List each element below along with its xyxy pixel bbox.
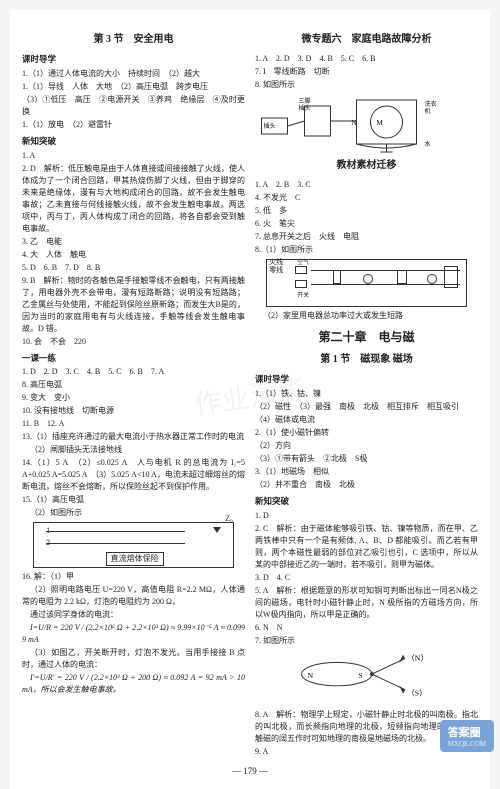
text-line: 1. A 2. D 3. D 4. B 5. C 6. B [255,53,478,65]
diagram-label: 空气 [297,259,309,268]
text-line: 1. D 2. D 3. C 4. B 5. C 6. B 7. A [22,366,245,378]
text-line: 7. I 零线断路 切断 [255,66,478,78]
left-column: 第 3 节 安全用电 课时导学 1.（1）通过人体电流的大小 持续时间 （2）越… [22,28,245,759]
text-line: 10. 会 不会 220 [22,336,245,348]
text-line: 9. B 解析：物时的各触色是手接触零线不会触电，只有两接触了，用电器外壳不会带… [22,275,245,335]
section-title: 第 1 节 磁现象 磁场 [255,352,478,367]
diagram-label: N [352,119,357,127]
diagram-label: 火线零线 [269,258,283,275]
text-line: 3. 乙 电能 [22,236,245,248]
text-line: 2. C 解析：由于磁体能够吸引铁、钴、镍等物质，而在甲、乙两铁棒中只有一个是有… [255,523,478,571]
text-line: 8.（1）如图所示 [255,244,478,256]
diagram-label: Z₀ [225,513,233,525]
diagram-label: 开关 [297,292,309,301]
text-line: 11. B 12. A [22,418,245,430]
svg-text:S: S [359,671,363,680]
page-root: 作业清影 第 3 节 安全用电 课时导学 1.（1）通过人体电流的大小 持续时间… [10,10,490,789]
text-line: 7. 如图所示 [255,635,478,647]
formula-line: I=U/R = 220 V / (2.2×10⁶ Ω + 2.2×10³ Ω) … [22,622,245,646]
sub-heading: 课时导学 [22,53,245,66]
formula-line: I'=U/R' = 220 V / (2.2×10³ Ω + 200 Ω) ≈ … [22,672,245,696]
lamp-icon [363,274,373,284]
text-line: 6. N N [255,622,478,634]
text-line: 8. 如图所示 [255,79,478,91]
text-line: （3）如图乙，开关断开时，灯泡不发光。当用手接接 B 点时，通过人体的电流： [22,647,245,671]
diagram-label: 三脚 [299,97,311,105]
sub-heading: 一课一练 [22,352,245,365]
text-line: 16. 解：（1）甲 [22,571,245,583]
text-line: 15.（1）高压电弧 [22,494,245,506]
text-line: 5. A 解析：根据题意的形状可知铜可判断出标出一同名N极之间的磁场，电针时小磁… [255,585,478,621]
text-line: （2）方向 [255,440,478,452]
watermark-sub: MXQE.COM [448,740,486,748]
diagram-label: 洗衣 [425,100,437,108]
text-line: 1.（1）放电 （2）避雷针 [22,119,245,131]
text-line: （2）照明电路电压 U=220 V，高值电阻 R=2.2 MΩ，人体通常的电阻为… [22,584,245,608]
text-line: （2）家里用电器总功率过大或发生短路 [255,310,478,322]
page-number: — 179 — [232,765,268,779]
diagram-label: 水 [425,140,431,148]
text-line: 2.（1）使小磁针偏转 [255,427,478,439]
svg-text:（N）: （N） [407,653,428,662]
text-line: 1. A [22,150,245,162]
section-title: 第 3 节 安全用电 [22,32,245,47]
lamp-icon [427,274,437,284]
text-line: 1. D [255,510,478,522]
watermark-title: 答案圈 [448,727,481,739]
text-line: 1.（1）导线 人体 大地 （2）高压电弧 跨步电压 [22,81,245,93]
text-line: 1.（1）铁、钴、镍 [255,388,478,400]
text-line: （2）并不重合 南极 北极 [255,479,478,491]
text-line: （2）闸脚插头无法接地线 [22,444,245,456]
watermark-corner: 答案圈 MXQE.COM [440,720,494,752]
text-line: 2. D 解析：低压触电是由于人体直接或间接接触了火线，使人体成为了一个闭合回路… [22,163,245,235]
sub-heading: 新知突破 [255,495,478,508]
text-line: 4. 不发光 C [255,192,478,204]
socket-diagram: 插头 三脚 插头 M N 洗衣 机 水 [255,94,478,154]
text-line: 通过该同学身体的电流： [22,609,245,621]
text-line: （3）①带有箭头 ②北极 S极 [255,453,478,465]
text-line: 8. 高压电弧 [22,379,245,391]
text-line: 6. 火 笔尖 [255,218,478,230]
diagram-caption: 直流熔体保险 [106,552,164,566]
diagram-label: M [377,119,384,127]
section-title: 教材素材迁移 [255,158,478,173]
text-line: （3）①低压 高压 ②电源开关 ③养鸡 绝缘层 ④及时更换 [22,94,245,118]
component-icon [333,270,341,284]
text-line: 1. A 2. B 3. C [255,179,478,191]
text-line: 1.（1）通过人体电流的大小 持续时间 （2）越大 [22,68,245,80]
right-column: 微专题六 家庭电路故障分析 1. A 2. D 3. D 4. B 5. C 6… [255,28,478,759]
text-line: 10. 没有接地线 切断电源 [22,405,245,417]
text-line: 13.（1）插座充许通过的最大电流小于热水器正常工作时的电流 [22,431,245,443]
text-line: 5. D 6. B 7. D 8. B [22,262,245,274]
text-line: 3. D 4. C [255,572,478,584]
component-icon [444,266,458,288]
switch-icon [295,280,307,288]
chapter-title: 第二十章 电与磁 [255,328,478,346]
compass-diagram: N S （N） （S） [288,650,444,706]
text-line: 7. 总息开关之后 火线 电阻 [255,231,478,243]
svg-text:（S）: （S） [407,688,427,697]
circuit-diagram: 火线零线 空气 开关 [266,259,467,307]
ground-icon [213,527,221,533]
component-icon [397,270,407,284]
diagram-label: 机 [425,107,431,115]
text-line: （2）如图所示 [22,507,245,519]
text-line: （2）磁性 （3）最强 南极 北极 相互排斥 相互吸引 [255,401,478,413]
sub-heading: 新知突破 [22,135,245,148]
diagram-label: 插头 [264,122,276,130]
text-line: 4. 大 人体 触电 [22,249,245,261]
text-line: 9. 变大 变小 [22,392,245,404]
cable-diagram: Z₀ 1 2 直流熔体保险 [33,522,234,568]
svg-text:N: N [308,671,314,680]
sub-heading: 课时导学 [255,373,478,386]
section-title: 微专题六 家庭电路故障分析 [255,32,478,47]
text-line: 3.（1）地磁场 相似 [255,466,478,478]
text-line: （4）磁体或电流 [255,414,478,426]
text-line: 14.（1）5 A （2）≤0.025 A 人与电机 R 的总电流为 I₁=5 … [22,457,245,493]
diagram-label: 插头 [299,104,311,112]
text-line: 5. 低 多 [255,205,478,217]
